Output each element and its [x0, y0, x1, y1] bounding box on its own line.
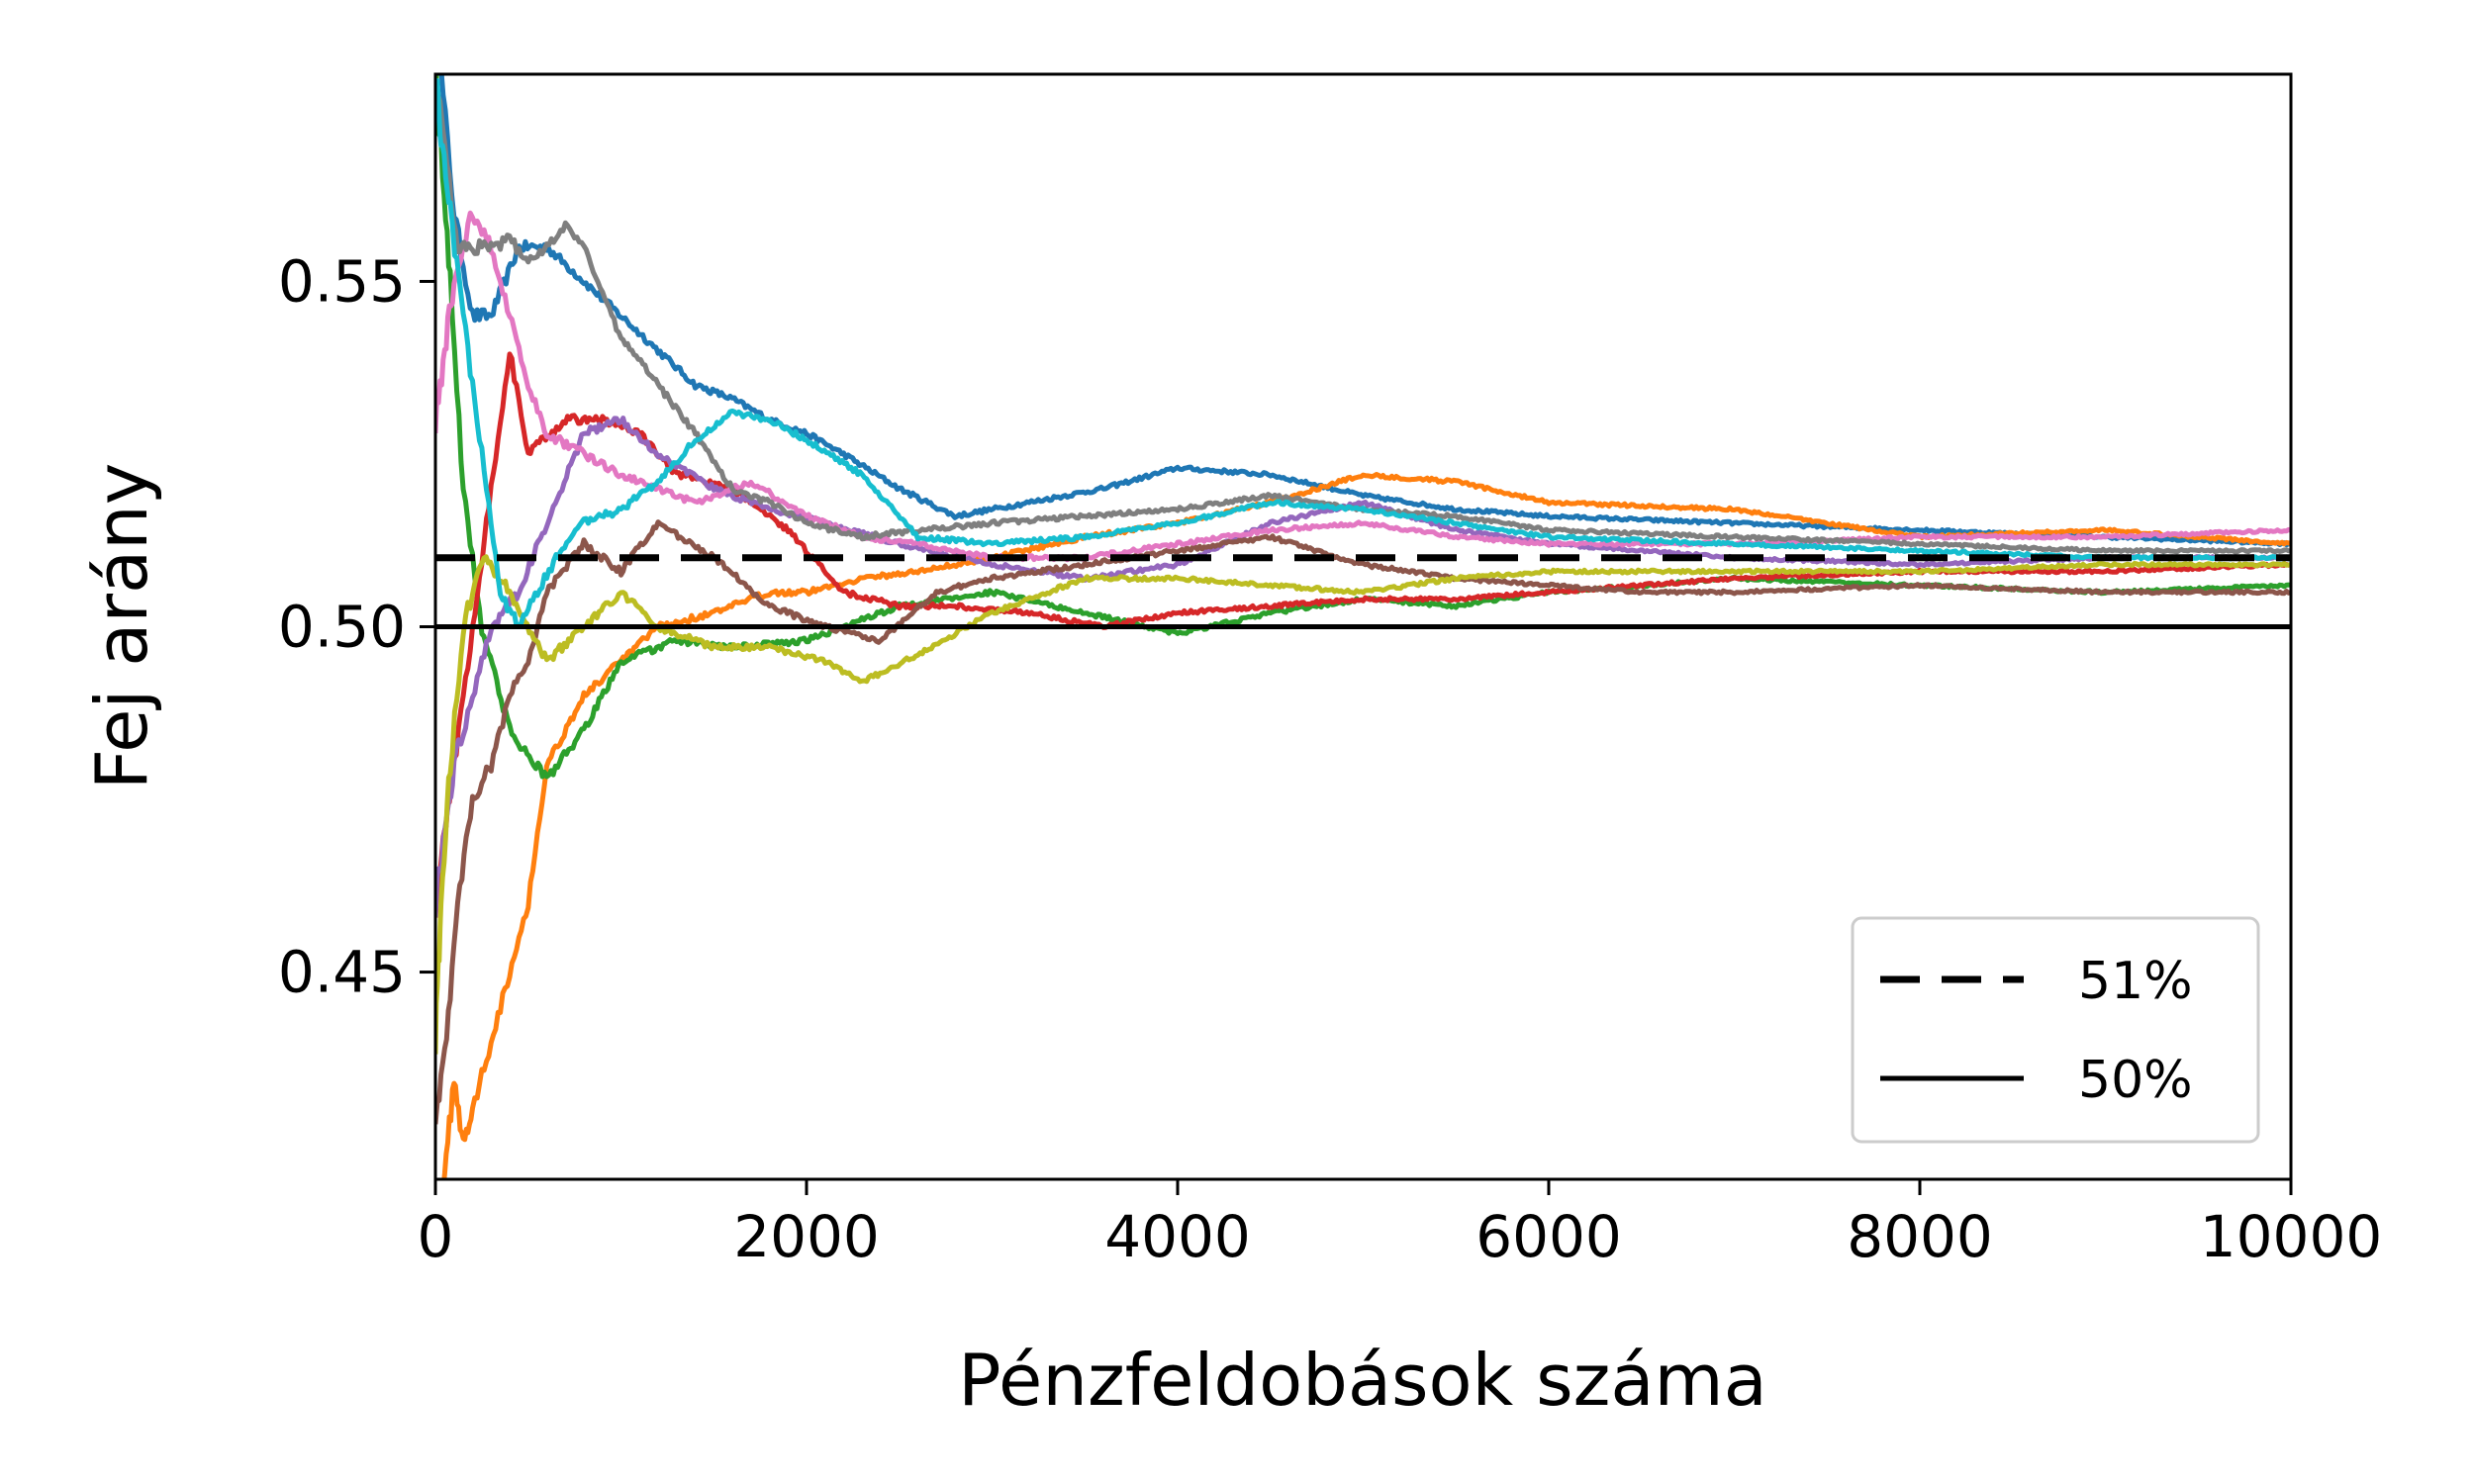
series-layer — [435, 74, 2291, 1179]
legend: 51% 50% — [1851, 916, 2260, 1144]
y-axis: 0.45 0.50 0.55 — [278, 247, 435, 1006]
legend-box — [1851, 916, 2260, 1144]
series-line-10 — [435, 78, 2291, 629]
x-tick-label: 2000 — [733, 1203, 880, 1270]
x-tick-label: 0 — [418, 1203, 454, 1270]
legend-label-51: 51% — [2078, 952, 2193, 1011]
x-tick-label: 8000 — [1847, 1203, 1993, 1270]
x-tick-label: 4000 — [1104, 1203, 1251, 1270]
x-tick-label: 10000 — [2200, 1203, 2383, 1270]
series-line-9 — [435, 554, 2291, 1055]
series-line-6 — [435, 519, 2291, 1125]
series-line-5 — [435, 416, 2291, 918]
y-tick-label: 0.50 — [278, 594, 406, 661]
x-axis: 0 2000 4000 6000 8000 10000 — [418, 1179, 2383, 1270]
series-line-7 — [435, 210, 2291, 563]
y-axis-label: Fej arány — [80, 463, 163, 790]
y-tick-label: 0.55 — [278, 247, 406, 315]
y-tick-label: 0.45 — [278, 939, 406, 1006]
legend-label-50: 50% — [2078, 1051, 2193, 1110]
x-tick-label: 6000 — [1475, 1203, 1622, 1270]
reference-lines — [435, 554, 2291, 629]
x-axis-label: Pénzfeldobások száma — [958, 1339, 1767, 1422]
